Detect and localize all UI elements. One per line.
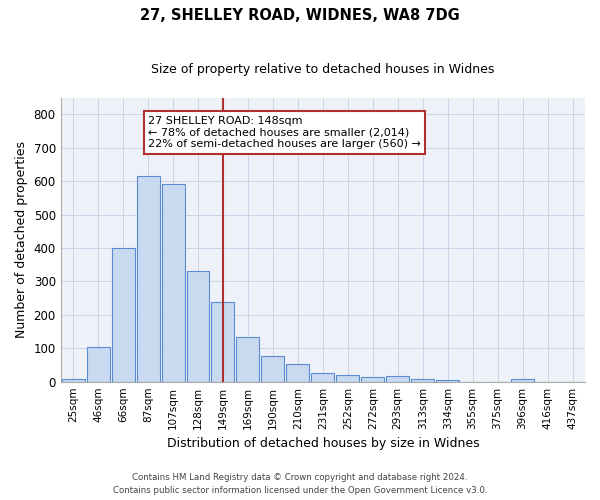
Bar	[511, 378, 534, 382]
Bar	[112, 248, 134, 382]
Text: 27, SHELLEY ROAD, WIDNES, WA8 7DG: 27, SHELLEY ROAD, WIDNES, WA8 7DG	[140, 8, 460, 22]
Bar	[262, 356, 284, 382]
Bar	[236, 336, 259, 382]
Bar	[311, 374, 334, 382]
Bar	[62, 380, 85, 382]
Text: Contains HM Land Registry data © Crown copyright and database right 2024.
Contai: Contains HM Land Registry data © Crown c…	[113, 474, 487, 495]
Bar	[137, 176, 160, 382]
Bar	[337, 375, 359, 382]
Bar	[386, 376, 409, 382]
Bar	[436, 380, 459, 382]
Bar	[86, 346, 110, 382]
Bar	[161, 184, 185, 382]
Bar	[361, 376, 384, 382]
Title: Size of property relative to detached houses in Widnes: Size of property relative to detached ho…	[151, 62, 494, 76]
Y-axis label: Number of detached properties: Number of detached properties	[15, 141, 28, 338]
Bar	[411, 380, 434, 382]
Bar	[286, 364, 310, 382]
Bar	[187, 272, 209, 382]
Bar	[211, 302, 235, 382]
X-axis label: Distribution of detached houses by size in Widnes: Distribution of detached houses by size …	[167, 437, 479, 450]
Text: 27 SHELLEY ROAD: 148sqm
← 78% of detached houses are smaller (2,014)
22% of semi: 27 SHELLEY ROAD: 148sqm ← 78% of detache…	[148, 116, 421, 149]
